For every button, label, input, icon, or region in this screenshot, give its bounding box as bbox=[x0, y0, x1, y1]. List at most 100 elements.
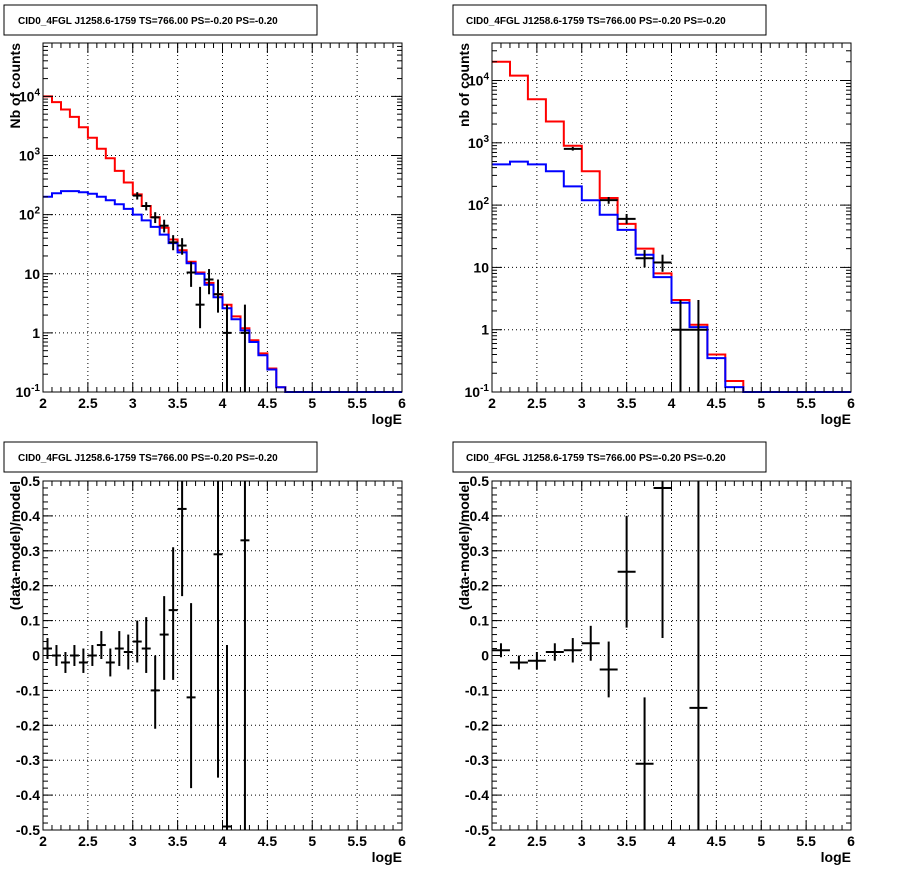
x-tick-label: 2.5 bbox=[527, 395, 547, 411]
y-tick-label: -0.2 bbox=[465, 717, 489, 733]
y-tick-label: 0.4 bbox=[470, 508, 490, 524]
data-point bbox=[195, 286, 205, 329]
residual-point bbox=[492, 643, 510, 658]
y-tick-label: -0.4 bbox=[16, 787, 40, 803]
y-tick-label: -0.4 bbox=[465, 787, 489, 803]
residual-point bbox=[222, 645, 232, 830]
residual-point bbox=[545, 643, 564, 661]
residual-point bbox=[177, 481, 187, 597]
x-tick-label: 2.5 bbox=[527, 833, 547, 849]
residual-point bbox=[213, 481, 223, 778]
y-axis-title: (data-model)/model bbox=[456, 481, 472, 610]
x-tick-label: 4 bbox=[219, 395, 227, 411]
residual-point bbox=[186, 603, 196, 789]
y-tick-label: -0.1 bbox=[16, 682, 40, 698]
chart-title: CID0_4FGL J1258.6-1759 TS=766.00 PS=-0.2… bbox=[18, 453, 278, 464]
residual-point bbox=[123, 634, 133, 670]
pad-residuals-right: CID0_4FGL J1258.6-1759 TS=766.00 PS=-0.2… bbox=[452, 441, 855, 865]
x-tick-label: 3 bbox=[129, 395, 137, 411]
chart-title: CID0_4FGL J1258.6-1759 TS=766.00 PS=-0.2… bbox=[466, 453, 726, 464]
data-point bbox=[213, 279, 223, 313]
x-tick-label: 4 bbox=[668, 833, 676, 849]
x-tick-label: 2 bbox=[488, 833, 496, 849]
x-axis-title: logE bbox=[821, 849, 851, 865]
y-tick-label: 0.5 bbox=[470, 473, 490, 489]
residual-point bbox=[617, 515, 636, 628]
title-box bbox=[452, 441, 767, 473]
data-point bbox=[177, 238, 187, 255]
x-tick-label: 2 bbox=[39, 833, 47, 849]
residual-point bbox=[689, 481, 708, 830]
x-tick-label: 5.5 bbox=[347, 395, 367, 411]
plot-area bbox=[492, 481, 708, 830]
x-tick-label: 5.5 bbox=[796, 395, 816, 411]
y-axis-title: (data-model)/model bbox=[7, 481, 23, 610]
x-axis-ticks: 2 2.5 3 3.5 4 4.5 5 5.5 6 bbox=[39, 481, 406, 849]
y-tick-label: 0.3 bbox=[470, 543, 490, 559]
x-axis-title: logE bbox=[821, 411, 851, 427]
residual-point bbox=[509, 655, 528, 670]
residual-point bbox=[96, 631, 106, 659]
residual-point bbox=[635, 697, 654, 830]
x-tick-label: 4 bbox=[668, 395, 676, 411]
data-point bbox=[159, 219, 169, 233]
residual-point bbox=[132, 620, 142, 663]
residual-point bbox=[141, 617, 151, 673]
y-tick-label: -0.5 bbox=[465, 822, 489, 838]
x-tick-label: 3 bbox=[578, 395, 586, 411]
data-point bbox=[168, 235, 178, 251]
x-axis-ticks: 2 2.5 3 3.5 4 4.5 5 5.5 6 bbox=[488, 43, 855, 411]
data-point bbox=[150, 212, 160, 224]
x-tick-label: 4.5 bbox=[707, 395, 727, 411]
y-tick-label: 10 bbox=[473, 259, 489, 275]
x-tick-label: 5 bbox=[757, 833, 765, 849]
data-point bbox=[222, 304, 232, 392]
x-axis-title: logE bbox=[372, 411, 402, 427]
x-tick-label: 2 bbox=[488, 395, 496, 411]
data-point bbox=[563, 146, 582, 151]
x-tick-label: 5 bbox=[757, 395, 765, 411]
y-tick-label: 10 bbox=[24, 266, 40, 282]
x-tick-label: 2.5 bbox=[78, 395, 98, 411]
x-tick-label: 4.5 bbox=[258, 395, 278, 411]
x-tick-label: 5.5 bbox=[347, 833, 367, 849]
y-tick-label: 0 bbox=[32, 648, 40, 664]
y-tick-label: 0 bbox=[481, 648, 489, 664]
y-tick-label: 0.1 bbox=[470, 613, 490, 629]
data-point bbox=[204, 269, 214, 295]
y-tick-label: 0.4 bbox=[21, 508, 41, 524]
y-axis-ticks: -0.5 -0.4 -0.3 -0.2 -0.1 0 0.1 0.2 0.3 0.4 0.5 bbox=[465, 473, 851, 838]
residual-point bbox=[527, 652, 546, 670]
y-tick-label: -0.2 bbox=[16, 717, 40, 733]
x-tick-label: 5.5 bbox=[796, 833, 816, 849]
residual-point bbox=[581, 625, 600, 661]
data-point bbox=[671, 299, 690, 392]
x-tick-label: 5 bbox=[308, 833, 316, 849]
data-point bbox=[653, 254, 672, 272]
x-tick-label: 6 bbox=[847, 833, 855, 849]
y-tick-label: 0.5 bbox=[21, 473, 41, 489]
data-point bbox=[689, 299, 708, 392]
x-tick-label: 4 bbox=[219, 833, 227, 849]
y-tick-label: 0.1 bbox=[21, 613, 41, 629]
title-box bbox=[3, 441, 318, 473]
y-axis-title: Nb of counts bbox=[7, 43, 23, 129]
x-tick-label: 6 bbox=[847, 395, 855, 411]
residual-point bbox=[240, 481, 250, 830]
pad-residuals-left: CID0_4FGL J1258.6-1759 TS=766.00 PS=-0.2… bbox=[3, 441, 406, 865]
x-tick-label: 5 bbox=[308, 395, 316, 411]
data-point bbox=[132, 192, 142, 200]
x-tick-label: 6 bbox=[398, 833, 406, 849]
x-tick-label: 4.5 bbox=[707, 833, 727, 849]
residual-point bbox=[60, 652, 70, 673]
residual-point bbox=[114, 631, 124, 666]
data-point bbox=[141, 202, 151, 211]
x-tick-label: 6 bbox=[398, 395, 406, 411]
x-axis-ticks: 2 2.5 3 3.5 4 4.5 5 5.5 6 bbox=[39, 43, 406, 411]
data-point bbox=[635, 250, 654, 268]
data-point bbox=[617, 213, 636, 224]
residual-point bbox=[599, 641, 618, 698]
